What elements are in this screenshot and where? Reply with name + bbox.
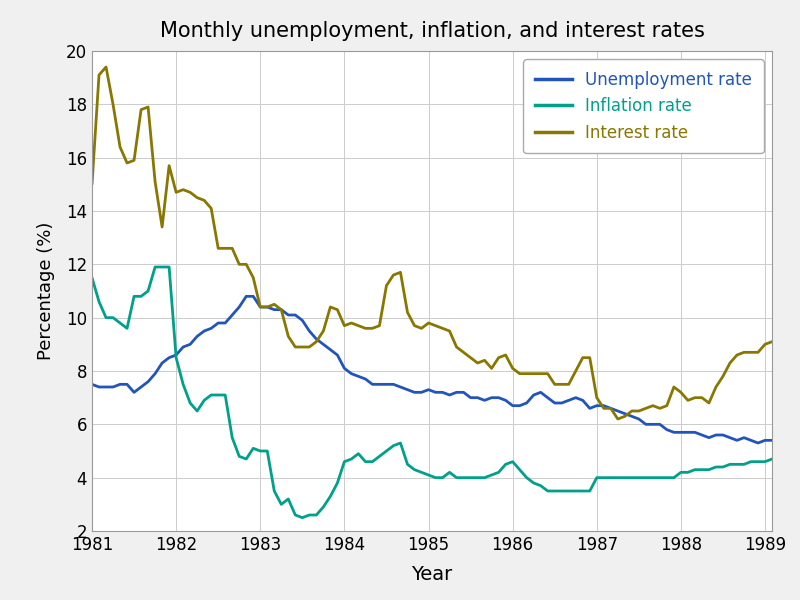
Line: Interest rate: Interest rate — [92, 67, 800, 419]
Interest rate — [102, 64, 111, 71]
Unemployment rate — [795, 442, 800, 449]
Inflation rate — [697, 466, 706, 473]
Unemployment rate — [754, 439, 763, 446]
Inflation rate — [298, 514, 307, 521]
Interest rate — [760, 341, 770, 348]
Interest rate — [746, 349, 756, 356]
Line: Inflation rate: Inflation rate — [92, 267, 800, 518]
Unemployment rate — [445, 391, 454, 398]
Unemployment rate — [690, 429, 700, 436]
Legend: Unemployment rate, Inflation rate, Interest rate: Unemployment rate, Inflation rate, Inter… — [523, 59, 764, 154]
Interest rate — [171, 189, 181, 196]
Inflation rate — [87, 274, 97, 281]
X-axis label: Year: Year — [411, 565, 453, 584]
Unemployment rate — [87, 381, 97, 388]
Unemployment rate — [206, 325, 216, 332]
Inflation rate — [746, 458, 756, 465]
Interest rate — [697, 394, 706, 401]
Interest rate — [214, 245, 223, 252]
Interest rate — [445, 328, 454, 335]
Unemployment rate — [164, 354, 174, 361]
Interest rate — [87, 181, 97, 188]
Unemployment rate — [242, 293, 251, 300]
Inflation rate — [214, 391, 223, 398]
Inflation rate — [452, 474, 462, 481]
Inflation rate — [150, 263, 160, 271]
Interest rate — [613, 415, 622, 422]
Y-axis label: Percentage (%): Percentage (%) — [37, 222, 54, 360]
Inflation rate — [760, 458, 770, 465]
Line: Unemployment rate: Unemployment rate — [92, 296, 800, 446]
Title: Monthly unemployment, inflation, and interest rates: Monthly unemployment, inflation, and int… — [159, 21, 705, 41]
Unemployment rate — [739, 434, 749, 441]
Inflation rate — [171, 354, 181, 361]
